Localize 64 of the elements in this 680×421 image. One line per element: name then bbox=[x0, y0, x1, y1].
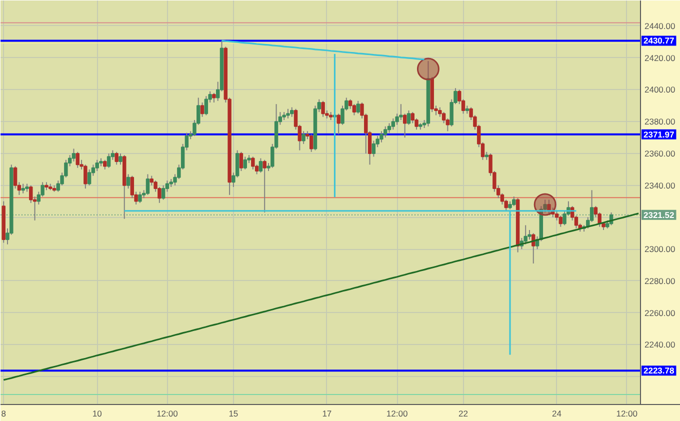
ref-line-label: 2430.77 bbox=[644, 36, 674, 46]
x-tick-label: 10 bbox=[92, 408, 102, 418]
candlestick bbox=[251, 156, 255, 170]
y-tick-label: 2360.00 bbox=[644, 148, 676, 158]
candlestick bbox=[103, 159, 107, 170]
candlestick bbox=[114, 151, 118, 166]
candlestick bbox=[372, 140, 376, 158]
candlestick bbox=[95, 159, 99, 172]
y-tick-label: 2400.00 bbox=[644, 84, 676, 95]
candlestick bbox=[239, 151, 244, 172]
candlestick bbox=[118, 152, 122, 166]
candlestick bbox=[321, 100, 325, 118]
x-tick-label: 8 bbox=[1, 408, 6, 418]
ref-line-label: 2371.97 bbox=[644, 129, 674, 140]
candlestick bbox=[161, 184, 166, 200]
y-tick-label: 2260.00 bbox=[644, 308, 676, 318]
candlestick bbox=[399, 104, 403, 121]
candlestick bbox=[302, 130, 306, 144]
candlestick bbox=[512, 196, 516, 207]
candlestick bbox=[106, 152, 111, 168]
y-tick-label: 2240.00 bbox=[644, 340, 676, 350]
candlestick bbox=[356, 100, 360, 114]
x-tick-label: 17 bbox=[322, 408, 332, 418]
candlestick bbox=[352, 104, 356, 116]
candlestick bbox=[84, 164, 88, 190]
candlestick bbox=[309, 134, 314, 152]
candlestick bbox=[126, 174, 130, 190]
candlestick bbox=[286, 108, 290, 119]
candlestick bbox=[262, 159, 266, 213]
line-series bbox=[2, 212, 640, 381]
candlestick bbox=[200, 102, 204, 118]
candlestick bbox=[391, 118, 396, 130]
y-tick-label: 2340.00 bbox=[644, 180, 676, 190]
candlestick bbox=[212, 92, 216, 103]
candlestick bbox=[76, 151, 80, 168]
x-tick-label: 12:00 bbox=[616, 408, 638, 418]
candlestick bbox=[204, 96, 208, 116]
candlestick bbox=[87, 168, 92, 186]
y-tick-label: 2420.00 bbox=[644, 52, 676, 63]
candlestick bbox=[387, 122, 392, 134]
candlestick bbox=[528, 229, 532, 240]
candlestick bbox=[336, 113, 340, 135]
x-tick-label: 24 bbox=[552, 408, 562, 418]
y-tick-label: 2380.00 bbox=[644, 116, 676, 127]
y-tick-label: 2280.00 bbox=[644, 276, 676, 286]
ref-line-label: 2223.78 bbox=[644, 366, 674, 376]
candlestick bbox=[29, 184, 33, 204]
candlestick bbox=[558, 215, 563, 228]
x-tick-label: 12:00 bbox=[386, 408, 408, 418]
ref-line-label: 2321.52 bbox=[644, 210, 674, 220]
candlestick bbox=[380, 130, 384, 143]
candlestick bbox=[290, 106, 294, 118]
candlestick bbox=[72, 148, 76, 162]
y-tick-label: 2440.00 bbox=[644, 21, 676, 31]
y-tick-label: 2300.00 bbox=[644, 244, 676, 254]
candlestick bbox=[138, 191, 142, 204]
candlestick bbox=[243, 156, 247, 170]
x-tick-label: 22 bbox=[458, 408, 468, 418]
candlestick bbox=[524, 224, 528, 245]
candlestick bbox=[383, 126, 388, 138]
candlestick bbox=[146, 174, 150, 196]
x-tick-label: 15 bbox=[228, 408, 238, 418]
candlestick bbox=[21, 183, 25, 194]
x-tick-label: 12:00 bbox=[156, 408, 178, 418]
